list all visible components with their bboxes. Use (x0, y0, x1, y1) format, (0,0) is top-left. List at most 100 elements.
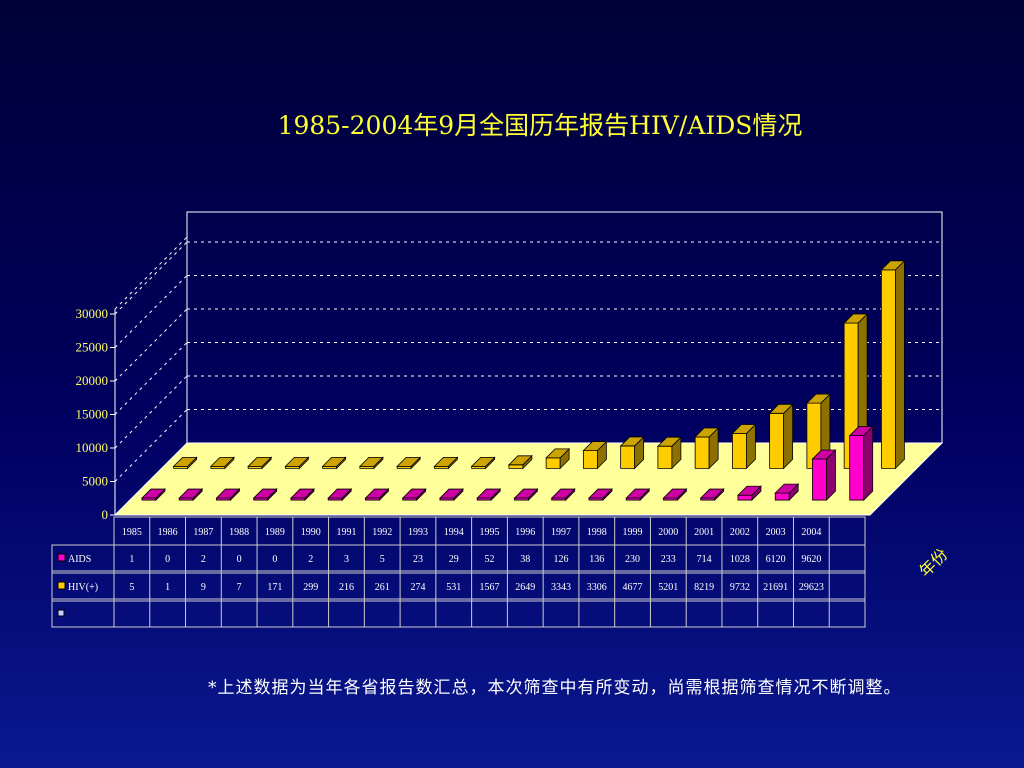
data-label: 171 (267, 582, 282, 593)
x-tick-label: 1989 (265, 527, 285, 538)
bar (582, 440, 608, 470)
x-tick-label: 1985 (122, 527, 142, 538)
bar-top (811, 449, 837, 460)
bar (438, 488, 464, 502)
x-tick-label: 1996 (515, 527, 535, 538)
bar (619, 435, 645, 470)
bar-top (513, 488, 539, 499)
bar-top (694, 427, 720, 438)
bar-top (289, 488, 315, 499)
bar (550, 488, 576, 502)
data-label: 216 (339, 582, 354, 593)
bar (507, 454, 533, 470)
data-label: 261 (375, 582, 390, 593)
data-label: 3 (344, 554, 349, 565)
y-axis: 0 5000 10000 15000 20000 25000 30000 (76, 236, 188, 522)
bar (140, 488, 166, 502)
data-label: 21691 (763, 582, 788, 593)
bar-top (656, 436, 682, 447)
y-axis-depth (114, 236, 188, 310)
x-tick-label: 2002 (730, 527, 750, 538)
y-tick-label: 0 (102, 507, 109, 522)
data-label: 9 (201, 582, 206, 593)
bar (364, 488, 390, 502)
bar-side (863, 425, 874, 502)
data-label: 5 (380, 554, 385, 565)
data-label: 9732 (730, 582, 750, 593)
bar-front (769, 412, 785, 469)
bar-top (327, 488, 353, 499)
bar (699, 488, 725, 502)
bar-top (736, 485, 762, 496)
bar (289, 488, 315, 502)
bar (694, 427, 720, 470)
data-label: 714 (697, 554, 712, 565)
bar-top (880, 260, 906, 271)
legend-label: HIV(+) (68, 582, 98, 593)
bar (247, 456, 273, 470)
x-tick-label: 2004 (801, 527, 821, 538)
x-tick-label: 1999 (623, 527, 643, 538)
bar-top (470, 456, 496, 467)
data-label: 29623 (799, 582, 824, 593)
bar (284, 456, 310, 470)
bar (215, 488, 241, 502)
bar-front (774, 492, 790, 501)
bar (545, 447, 571, 470)
bar (433, 456, 459, 470)
bar (656, 436, 682, 470)
data-label: 531 (446, 582, 461, 593)
data-label: 1567 (480, 582, 500, 593)
bar-top (364, 488, 390, 499)
bar-front (657, 445, 673, 469)
bar (209, 456, 235, 470)
bar-top (172, 456, 198, 467)
data-label: 1 (165, 582, 170, 593)
bar (321, 456, 347, 470)
data-label: 299 (303, 582, 318, 593)
bar (476, 488, 502, 502)
legend-label: AIDS (68, 554, 91, 565)
bar-top (284, 456, 310, 467)
bar-top (545, 448, 571, 459)
data-label: 52 (485, 554, 495, 565)
bar-front (582, 450, 598, 469)
data-label: 7 (237, 582, 242, 593)
bar-top (247, 456, 273, 467)
bar-top (178, 488, 204, 499)
x-tick-label: 1990 (301, 527, 321, 538)
data-label: 3343 (551, 582, 571, 593)
bar-top (476, 488, 502, 499)
bar-top (358, 456, 384, 467)
x-tick-label: 1993 (408, 527, 428, 538)
bar-top (587, 488, 613, 499)
bar (470, 456, 496, 470)
bar-top (401, 488, 427, 499)
data-label: 2649 (515, 582, 535, 593)
gridline-side (114, 241, 188, 315)
bar-top (843, 313, 869, 324)
bar-front (620, 445, 636, 469)
bar (736, 485, 762, 502)
bar-top (582, 441, 608, 452)
gridline-side (114, 308, 188, 382)
bar (178, 488, 204, 502)
chart-title: 1985-2004年9月全国历年报告HIV/AIDS情况 (277, 111, 803, 140)
x-tick-label: 2001 (694, 527, 714, 538)
x-tick-label: 1995 (480, 527, 500, 538)
data-label: 3306 (587, 582, 607, 593)
bar (327, 488, 353, 502)
bar (768, 403, 794, 470)
bar-front (849, 435, 865, 501)
bar-top (507, 455, 533, 466)
bar (172, 456, 198, 470)
data-label: 9620 (801, 554, 821, 565)
x-tick-label: 1992 (372, 527, 392, 538)
bar (848, 425, 874, 502)
gridline-side (114, 375, 188, 449)
legend-swatch-empty (57, 609, 65, 617)
data-label: 274 (410, 582, 425, 593)
data-label: 2 (201, 554, 206, 565)
bar-top (321, 456, 347, 467)
